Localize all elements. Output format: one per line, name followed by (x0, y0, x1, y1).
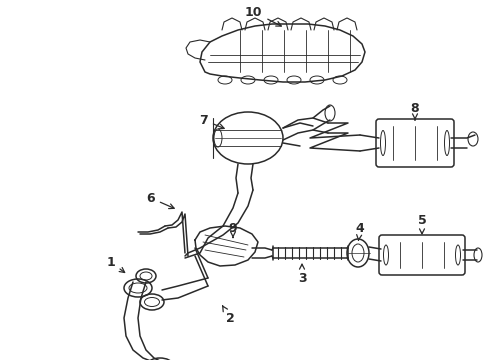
Text: 4: 4 (356, 221, 365, 240)
Text: 7: 7 (199, 113, 224, 129)
Text: 2: 2 (222, 306, 234, 324)
Text: 10: 10 (245, 5, 281, 26)
Text: 6: 6 (147, 192, 174, 208)
Text: 1: 1 (106, 256, 124, 273)
Text: 5: 5 (417, 213, 426, 234)
Text: 3: 3 (298, 264, 306, 284)
Text: 8: 8 (411, 102, 419, 120)
Text: 9: 9 (229, 221, 237, 237)
